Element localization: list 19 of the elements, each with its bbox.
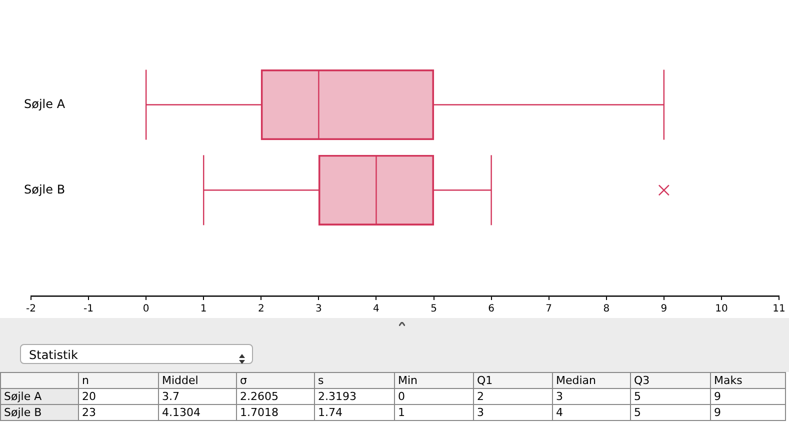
x-tick-label: 3: [316, 304, 322, 315]
x-tick-label: 8: [603, 304, 610, 315]
x-tick-label: 9: [660, 304, 668, 315]
x-tick-label: 10: [715, 304, 728, 315]
y-tick-label: Søjle A: [24, 96, 66, 111]
y-tick-label: Søjle B: [24, 182, 66, 196]
x-tick-label: 7: [546, 304, 552, 315]
x-tick-label: -2: [26, 304, 36, 315]
x-tick-label: -1: [84, 304, 94, 315]
text: n Middel σ s Min Q1 Median Q3 Maks: [82, 374, 742, 387]
x-tick-label: 6: [488, 304, 494, 315]
x-tick-label: 5: [430, 304, 437, 315]
text: Søjle B 23 4.1304 1.7018 1.74 1 3 4 5 9: [4, 406, 721, 419]
x-tick-label: 11: [772, 304, 786, 315]
x-tick-label: 1: [200, 304, 207, 315]
text: Søjle A 20 3.7 2.2605 2.3193 0 2 3 5 9: [4, 390, 721, 403]
x-tick-label: 2: [258, 304, 264, 315]
x-tick-label: 0: [142, 304, 150, 315]
x-tick-label: 4: [373, 304, 380, 315]
